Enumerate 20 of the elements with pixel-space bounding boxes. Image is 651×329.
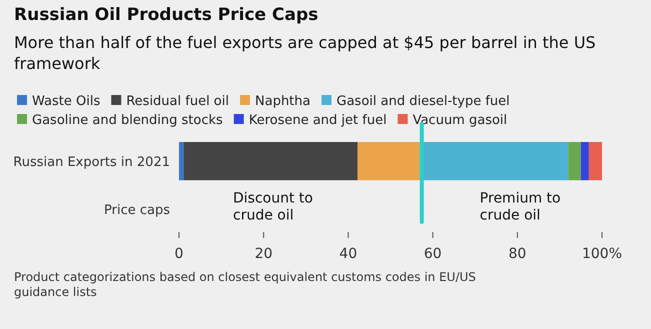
x-tick-label: 60 — [424, 246, 442, 262]
legend-label: Naphtha — [255, 94, 310, 109]
x-tick-label: 0 — [174, 246, 184, 262]
annotation: Premium to crude oil — [480, 190, 561, 224]
y-tick-label: Price caps — [104, 202, 170, 218]
legend-label: Waste Oils — [32, 94, 100, 109]
chart-subtitle: More than half of the fuel exports are capped at $45 per barrel in the US framework — [14, 33, 596, 73]
x-tick-label: 40 — [339, 246, 358, 262]
x-tick-label: 80 — [508, 246, 526, 262]
text: Product categorizations based on closest equivalent customs codes in EU/US guidance lists — [14, 270, 476, 299]
legend-label: Residual fuel oil — [126, 94, 229, 109]
legend-label: Gasoline and blending stocks — [32, 113, 224, 128]
legend-label: Vacuum gasoil — [412, 113, 508, 128]
x-tick-label: 20 — [254, 246, 273, 262]
y-tick-label: Russian Exports in 2021 — [13, 155, 170, 170]
x-tick-label: 100% — [582, 246, 622, 262]
legend-label: Kerosene and jet fuel — [248, 113, 387, 128]
annotation: Discount to crude oil — [233, 190, 313, 224]
chart-title: Russian Oil Products Price Caps — [14, 5, 318, 25]
legend-label: Gasoil and diesel-type fuel — [336, 94, 510, 109]
